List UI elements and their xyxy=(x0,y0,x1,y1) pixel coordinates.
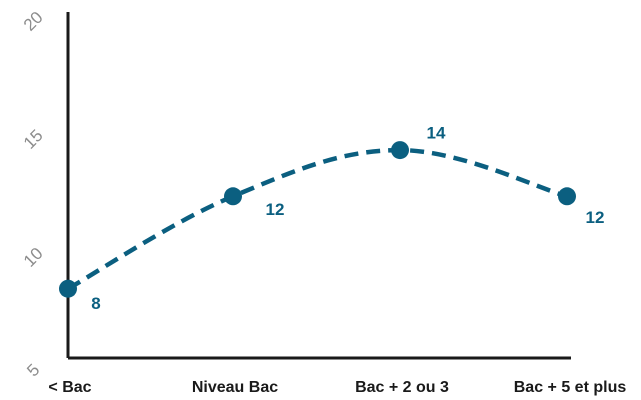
chart-axes xyxy=(66,12,571,360)
y-tick-label: 5 xyxy=(23,360,43,380)
series-line xyxy=(66,147,568,291)
data-labels: 8 12 14 12 xyxy=(91,124,604,314)
y-tick-label: 15 xyxy=(20,126,47,153)
data-label: 12 xyxy=(266,200,285,219)
y-tick-labels: 5 10 15 20 xyxy=(20,8,47,380)
data-point xyxy=(391,141,409,160)
data-point xyxy=(558,187,576,206)
data-point xyxy=(59,279,77,298)
x-tick-label: Bac + 2 ou 3 xyxy=(355,379,449,396)
x-tick-label: Bac + 5 et plus xyxy=(514,379,627,396)
y-tick-label: 10 xyxy=(20,244,47,271)
x-tick-label: < Bac xyxy=(48,379,91,396)
x-tick-label: Niveau Bac xyxy=(192,379,278,396)
data-label: 8 xyxy=(91,294,100,313)
data-label: 12 xyxy=(586,208,605,227)
data-points xyxy=(59,141,576,298)
data-point xyxy=(224,187,242,206)
y-tick-label: 20 xyxy=(20,8,47,35)
data-label: 14 xyxy=(427,124,446,143)
x-tick-labels: < Bac Niveau Bac Bac + 2 ou 3 Bac + 5 et pl… xyxy=(48,379,626,396)
